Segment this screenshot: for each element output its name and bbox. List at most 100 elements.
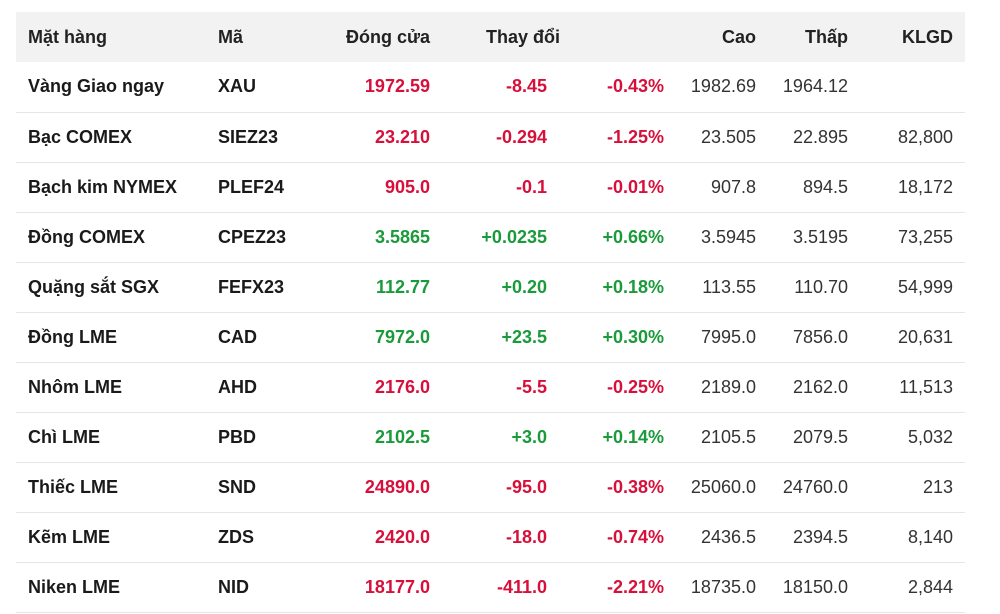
cell-low: 2079.5 bbox=[792, 426, 848, 447]
cell-high: 3.5945 bbox=[700, 226, 756, 247]
cell-name: Đồng LME bbox=[28, 326, 117, 347]
table-row: Nhôm LME AHD 2176.0 -5.5 -0.25% 2189.0 2162.0 1… bbox=[16, 362, 965, 412]
cell-change-percent: -0.43% bbox=[606, 76, 664, 97]
cell-name: Bạch kim NYMEX bbox=[28, 176, 178, 197]
cell-name: Niken LME bbox=[28, 576, 121, 597]
commodity-table-container: Mặt hàng Mã Đóng cửa Thay đổi Cao Thấp K… bbox=[16, 12, 965, 613]
cell-close: 3.5865 bbox=[374, 226, 430, 247]
cell-change-percent: +0.66% bbox=[602, 226, 664, 247]
cell-high: 1982.69 bbox=[690, 76, 756, 97]
cell-volume: 82,800 bbox=[897, 126, 953, 147]
cell-low: 22.895 bbox=[792, 126, 848, 147]
header-volume: KLGD bbox=[902, 26, 953, 47]
cell-low: 2394.5 bbox=[792, 526, 848, 547]
cell-name: Nhôm LME bbox=[28, 376, 122, 397]
header-name: Mặt hàng bbox=[28, 26, 107, 47]
cell-change: -411.0 bbox=[496, 576, 547, 597]
cell-change-percent: -0.25% bbox=[606, 376, 664, 397]
cell-name: Kẽm LME bbox=[28, 526, 111, 547]
cell-volume: 5,032 bbox=[907, 426, 953, 447]
cell-low: 2162.0 bbox=[792, 376, 848, 397]
table-row: Chì LME PBD 2102.5 +3.0 +0.14% 2105.5 2079.5 5,… bbox=[16, 412, 965, 462]
cell-change: +3.0 bbox=[511, 426, 547, 447]
header-low: Thấp bbox=[805, 26, 848, 47]
cell-change: -8.45 bbox=[505, 76, 547, 97]
cell-close: 24890.0 bbox=[364, 476, 430, 497]
cell-high: 907.8 bbox=[710, 176, 756, 197]
cell-change-percent: -2.21% bbox=[606, 576, 664, 597]
cell-change: +23.5 bbox=[501, 326, 547, 347]
cell-change-percent: -1.25% bbox=[606, 126, 664, 147]
header-change: Thay đổi bbox=[486, 26, 561, 47]
cell-close: 2176.0 bbox=[374, 376, 430, 397]
cell-volume: 8,140 bbox=[907, 526, 953, 547]
table-body: Vàng Giao ngay XAU 1972.59 -8.45 -0.43% 1982.… bbox=[16, 62, 965, 612]
cell-volume bbox=[848, 62, 965, 112]
table-header: Mặt hàng Mã Đóng cửa Thay đổi Cao Thấp K… bbox=[16, 12, 965, 62]
cell-code: CPEZ23 bbox=[218, 226, 287, 247]
table-row: Bạch kim NYMEX PLEF24 905.0 -0.1 -0.01% 907.8… bbox=[16, 162, 965, 212]
cell-close: 2102.5 bbox=[374, 426, 430, 447]
cell-high: 2189.0 bbox=[700, 376, 756, 397]
header-close: Đóng cửa bbox=[345, 26, 430, 47]
cell-low: 24760.0 bbox=[782, 476, 848, 497]
cell-change: -18.0 bbox=[505, 526, 547, 547]
cell-name: Bạc COMEX bbox=[28, 126, 133, 147]
cell-change: -0.1 bbox=[515, 176, 547, 197]
cell-high: 25060.0 bbox=[690, 476, 756, 497]
header-row: Mặt hàng Mã Đóng cửa Thay đổi Cao Thấp K… bbox=[16, 12, 965, 62]
cell-low: 18150.0 bbox=[782, 576, 848, 597]
cell-name: Chì LME bbox=[28, 426, 100, 447]
cell-close: 112.77 bbox=[375, 276, 430, 297]
cell-high: 2436.5 bbox=[700, 526, 756, 547]
cell-high: 18735.0 bbox=[690, 576, 756, 597]
cell-close: 1972.59 bbox=[364, 76, 430, 97]
table-row: Bạc COMEX SIEZ23 23.210 -0.294 -1.25% 23.505 2… bbox=[16, 112, 965, 162]
cell-change-percent: +0.30% bbox=[602, 326, 664, 347]
table-row: Quặng sắt SGX FEFX23 112.77 +0.20 +0.18% 113.… bbox=[16, 262, 965, 312]
cell-volume: 2,844 bbox=[907, 576, 953, 597]
cell-change-percent: -0.01% bbox=[606, 176, 664, 197]
cell-close: 905.0 bbox=[384, 176, 430, 197]
cell-code: PLEF24 bbox=[218, 176, 285, 197]
cell-low: 894.5 bbox=[802, 176, 848, 197]
cell-name: Đồng COMEX bbox=[28, 226, 145, 247]
header-code: Mã bbox=[218, 26, 244, 47]
table-row: Thiếc LME SND 24890.0 -95.0 -0.38% 25060.0 247… bbox=[16, 462, 965, 512]
cell-code: AHD bbox=[218, 376, 257, 397]
cell-low: 7856.0 bbox=[792, 326, 848, 347]
cell-low: 110.70 bbox=[794, 276, 848, 297]
cell-volume: 54,999 bbox=[897, 276, 953, 297]
cell-volume: 11,513 bbox=[899, 376, 953, 397]
cell-code: FEFX23 bbox=[218, 276, 285, 297]
cell-change-percent: -0.74% bbox=[606, 526, 664, 547]
table-row: Niken LME NID 18177.0 -411.0 -2.21% 18735.0 18… bbox=[16, 562, 965, 612]
cell-code: CAD bbox=[218, 326, 257, 347]
cell-high: 7995.0 bbox=[700, 326, 756, 347]
cell-code: PBD bbox=[218, 426, 257, 447]
cell-change: +0.20 bbox=[501, 276, 547, 297]
cell-name: Quặng sắt SGX bbox=[28, 276, 160, 297]
cell-volume: 20,631 bbox=[897, 326, 953, 347]
cell-volume: 73,255 bbox=[897, 226, 953, 247]
cell-change-percent: -0.38% bbox=[606, 476, 664, 497]
cell-close: 2420.0 bbox=[374, 526, 430, 547]
header-high: Cao bbox=[721, 26, 756, 47]
cell-name: Thiếc LME bbox=[28, 476, 119, 497]
cell-code: XAU bbox=[218, 76, 257, 97]
cell-change-percent: +0.14% bbox=[602, 426, 664, 447]
cell-change: -0.294 bbox=[495, 126, 547, 147]
table-row: Đồng COMEX CPEZ23 3.5865 +0.0235 +0.66% 3.594… bbox=[16, 212, 965, 262]
cell-low: 1964.12 bbox=[782, 76, 848, 97]
cell-code: NID bbox=[218, 576, 249, 597]
cell-change-percent: +0.18% bbox=[602, 276, 664, 297]
table-row: Kẽm LME ZDS 2420.0 -18.0 -0.74% 2436.5 2394.5 8… bbox=[16, 512, 965, 562]
cell-code: SIEZ23 bbox=[218, 126, 279, 147]
cell-code: SND bbox=[218, 476, 257, 497]
cell-change: -95.0 bbox=[505, 476, 547, 497]
cell-high: 113.55 bbox=[702, 276, 756, 297]
cell-name: Vàng Giao ngay bbox=[28, 76, 165, 97]
cell-high: 23.505 bbox=[700, 126, 756, 147]
cell-volume: 18,172 bbox=[897, 176, 953, 197]
cell-change: +0.0235 bbox=[481, 226, 547, 247]
